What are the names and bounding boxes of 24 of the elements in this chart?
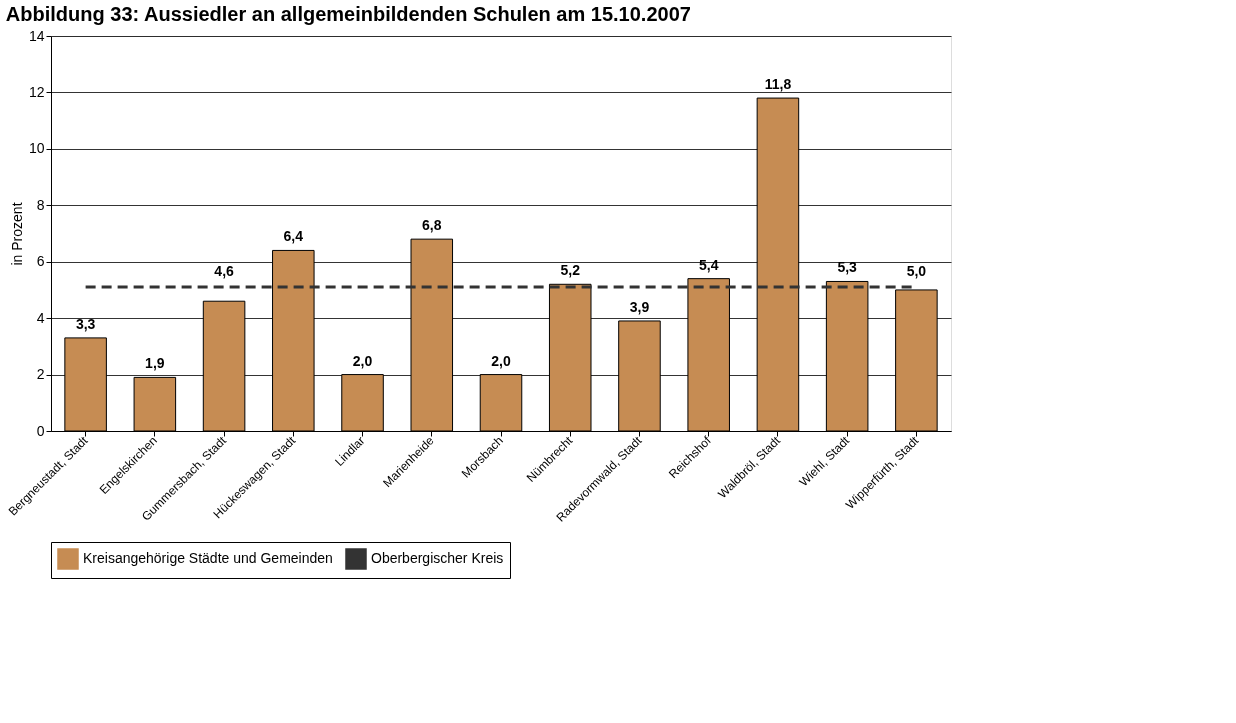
data-label: 6,4 bbox=[283, 228, 304, 245]
legend-label: Oberbergischer Kreis bbox=[371, 550, 504, 566]
y-tick-label: 0 bbox=[36, 422, 45, 439]
y-tick-label: 4 bbox=[36, 309, 45, 326]
data-label: 11,8 bbox=[764, 76, 792, 93]
y-tick-label: 8 bbox=[36, 196, 45, 213]
data-label: 4,6 bbox=[214, 263, 235, 280]
y-axis-title: in Prozent bbox=[8, 202, 25, 266]
chart-title: Abbildung 33: Aussiedler an allgemeinbildenden Schulen am 15.10.2007 bbox=[5, 3, 691, 25]
y-tick-label: 14 bbox=[28, 27, 45, 44]
data-label: 2,0 bbox=[352, 352, 373, 369]
data-label: 2,0 bbox=[491, 352, 511, 369]
y-tick-label: 10 bbox=[28, 140, 45, 157]
data-label: 3,3 bbox=[75, 315, 96, 332]
data-label: 5,2 bbox=[560, 262, 581, 279]
data-label: 1,9 bbox=[145, 355, 165, 372]
data-label: 3,9 bbox=[629, 298, 650, 315]
data-label: 5,3 bbox=[837, 259, 858, 276]
y-tick-label: 12 bbox=[28, 83, 45, 100]
data-label: 6,8 bbox=[422, 217, 442, 234]
y-tick-label: 6 bbox=[36, 253, 45, 270]
data-label: 5,0 bbox=[906, 263, 927, 280]
y-tick-label: 2 bbox=[36, 366, 45, 383]
legend-label: Kreisangehörige Städte und Gemeinden bbox=[83, 550, 333, 566]
